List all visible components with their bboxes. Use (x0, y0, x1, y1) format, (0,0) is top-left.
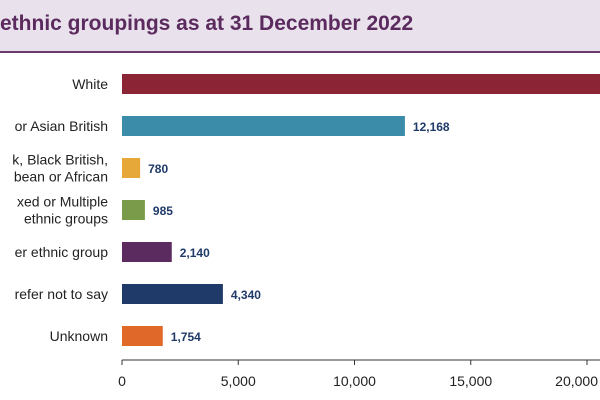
bar-2 (122, 158, 141, 178)
bar-3 (122, 200, 145, 220)
value-label-6: 1,754 (171, 330, 201, 344)
category-label-3-1: ethnic groups (24, 211, 108, 227)
category-label-6-0: Unknown (50, 328, 108, 344)
chart-panel (0, 53, 600, 400)
bar-6 (122, 326, 163, 346)
x-tick-label-1: 5,000 (221, 373, 256, 389)
value-label-5: 4,340 (231, 288, 261, 302)
value-label-2: 780 (148, 162, 168, 176)
category-label-0-0: White (72, 76, 108, 92)
x-tick-label-2: 10,000 (333, 373, 376, 389)
bar-1 (122, 116, 405, 136)
category-label-3-0: xed or Multiple (17, 194, 108, 210)
value-label-3: 985 (153, 204, 173, 218)
x-tick-label-0: 0 (118, 373, 126, 389)
value-label-1: 12,168 (413, 120, 450, 134)
category-label-1-0: or Asian British (15, 118, 108, 134)
bar-5 (122, 284, 223, 304)
title-rule (0, 51, 600, 53)
bar-0 (122, 74, 600, 94)
bar-chart: White or Asian British 12,168 k, Black Brit… (12, 74, 600, 389)
x-tick-label-4: 20,000 (555, 373, 598, 389)
category-label-2-0: k, Black British, (12, 152, 108, 168)
category-label-4-0: er ethnic group (15, 244, 109, 260)
value-label-4: 2,140 (180, 246, 210, 260)
category-label-5-0: refer not to say (15, 286, 108, 302)
bar-4 (122, 242, 172, 262)
x-tick-label-3: 15,000 (449, 373, 492, 389)
category-label-2-1: bean or African (14, 169, 108, 185)
chart-title: ethnic groupings as at 31 December 2022 (0, 12, 414, 35)
